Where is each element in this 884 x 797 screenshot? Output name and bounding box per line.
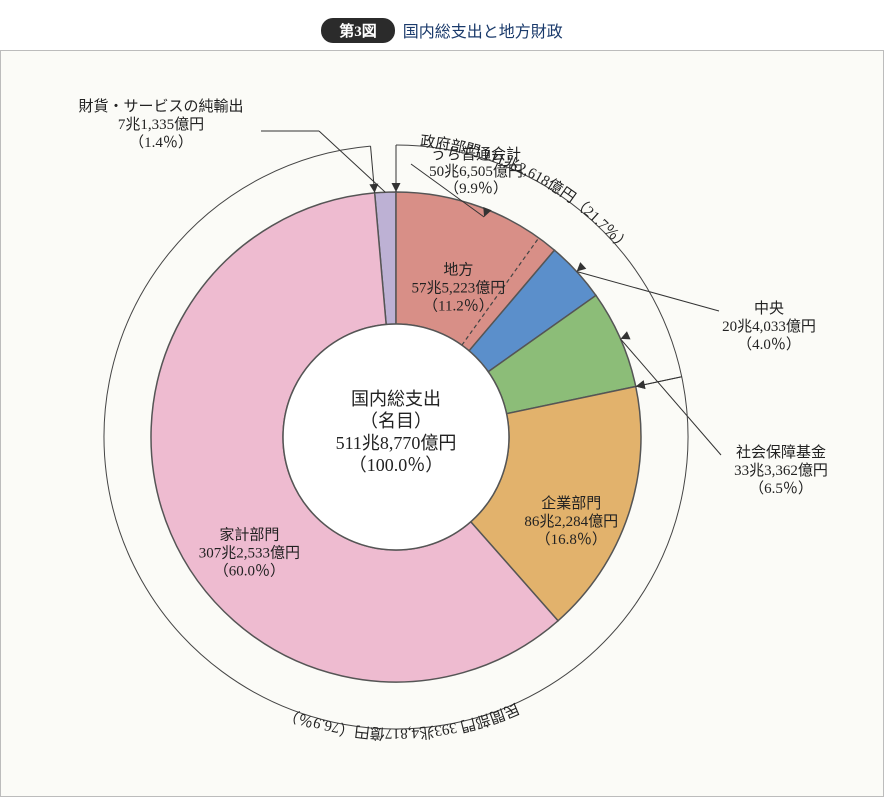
slice-label-local-2: （11.2％） — [423, 298, 494, 315]
callout-central-2: （4.0％） — [737, 336, 801, 353]
callout-central-0: 中央 — [754, 300, 784, 317]
center-label-line4: （100.0％） — [349, 455, 444, 475]
group-arc-label-private: 民間部門 393兆4,817億円（76.9％） — [282, 699, 521, 741]
figure-title-text: 国内総支出と地方財政 — [403, 18, 563, 42]
callout-sub-slice-2: （9.9％） — [444, 180, 508, 197]
donut-chart: 国内総支出（名目）511兆8,770億円（100.0％） 家計部門307兆2,53… — [1, 51, 883, 796]
callout-social-security-0: 社会保障基金 — [736, 443, 826, 461]
callout-net-export-0: 財貨・サービスの純輸出 — [78, 98, 243, 115]
slice-label-corporate-0: 企業部門 — [541, 494, 601, 512]
slice-label-corporate-1: 86兆2,284億円 — [524, 513, 618, 530]
callout-social-security-1: 33兆3,362億円 — [734, 462, 828, 479]
slice-label-local-0: 地方 — [443, 262, 473, 279]
slice-label-local-1: 57兆5,223億円 — [411, 280, 505, 297]
slice-label-household-2: （60.0％） — [214, 563, 285, 580]
center-label-line1: 国内総支出 — [351, 389, 441, 409]
slice-label-household-0: 家計部門 — [219, 527, 279, 544]
callout-net-export-2: （1.4％） — [129, 134, 193, 151]
center-label-line3: 511兆8,770億円 — [336, 433, 457, 453]
center-label-line2: （名目） — [360, 411, 432, 431]
callout-net-export-1: 7兆1,335億円 — [118, 116, 204, 133]
callout-social-security-2: （6.5％） — [749, 480, 813, 497]
figure-title-bar: 第3図 国内総支出と地方財政 — [0, 0, 884, 50]
callout-central-1: 20兆4,033億円 — [722, 318, 816, 335]
slice-label-corporate-2: （16.8％） — [536, 531, 607, 548]
figure-number-pill: 第3図 — [321, 18, 395, 43]
slice-label-household-1: 307兆2,533億円 — [199, 545, 300, 562]
chart-area: 国内総支出（名目）511兆8,770億円（100.0％） 家計部門307兆2,53… — [0, 50, 884, 797]
